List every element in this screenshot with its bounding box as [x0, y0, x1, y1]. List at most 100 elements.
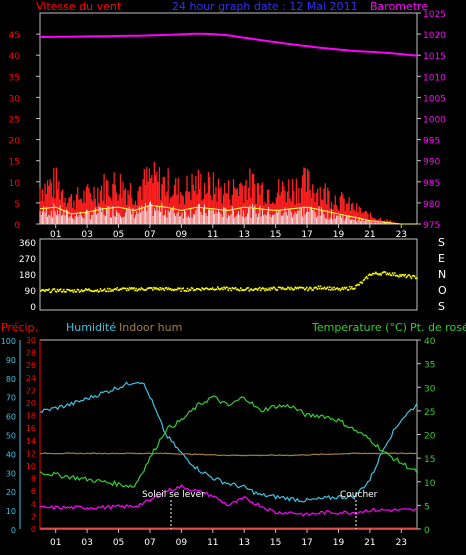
direction-point	[188, 288, 191, 291]
wind-tick-label: 15	[9, 158, 20, 168]
direction-point	[356, 284, 358, 286]
humidity-tick-label: 30	[6, 469, 16, 478]
direction-point	[320, 288, 323, 290]
direction-point	[339, 289, 342, 292]
direction-point	[202, 288, 204, 290]
hour-tick-label: 07	[144, 538, 155, 548]
direction-point	[351, 286, 353, 288]
direction-point	[248, 290, 250, 292]
wind-tick-label: 25	[9, 116, 20, 126]
direction-point	[336, 287, 338, 289]
humidity-tick-label: 40	[6, 450, 16, 459]
direction-point	[207, 288, 210, 291]
hour-tick-label: 09	[176, 230, 188, 240]
direction-point	[229, 287, 232, 290]
direction-tick-label: 360	[19, 239, 36, 249]
direction-point	[409, 276, 412, 278]
hour-tick-label: 23	[396, 230, 407, 240]
direction-point	[317, 285, 320, 288]
direction-point	[373, 272, 375, 275]
direction-point	[148, 287, 151, 289]
precip-tick-label: 4	[31, 500, 36, 509]
direction-point	[87, 289, 89, 291]
direction-point	[125, 289, 128, 292]
direction-point	[399, 274, 401, 276]
direction-point	[210, 288, 213, 291]
direction-point	[199, 288, 201, 291]
direction-point	[233, 287, 236, 290]
precip-tick-label: 22	[26, 386, 36, 395]
hour-tick-label: 21	[364, 538, 375, 548]
wind-tick-label: 40	[9, 52, 21, 62]
direction-tick-label: 90	[25, 287, 37, 297]
direction-point	[190, 287, 193, 289]
direction-point	[331, 287, 333, 289]
direction-point	[189, 289, 192, 291]
direction-point	[342, 288, 345, 291]
humidity-tick-label: 100	[1, 337, 16, 346]
hour-tick-label: 09	[176, 538, 188, 548]
direction-point	[415, 277, 418, 280]
wind-speed-axis: 0 5 10 15 20 25 30 35 40 45	[9, 31, 40, 231]
direction-point	[387, 273, 390, 276]
direction-point	[230, 289, 233, 292]
hour-tick-label: 03	[81, 538, 92, 548]
humidity-tick-label: 10	[6, 507, 16, 516]
direction-point	[43, 289, 45, 292]
direction-point	[175, 288, 177, 291]
direction-point	[89, 289, 91, 292]
direction-point	[377, 273, 379, 275]
barometer-line	[39, 32, 418, 57]
direction-point	[109, 288, 111, 290]
direction-point	[392, 274, 395, 276]
direction-point	[311, 289, 313, 291]
direction-point	[413, 275, 416, 278]
direction-point	[246, 287, 248, 289]
direction-point	[198, 288, 200, 290]
direction-point	[388, 272, 391, 275]
direction-point	[382, 271, 385, 274]
humidity-tick-label: 50	[6, 432, 16, 441]
direction-point	[213, 289, 216, 291]
direction-point	[157, 287, 159, 290]
direction-point	[191, 287, 194, 290]
direction-point	[50, 291, 53, 293]
precip-tick-label: 0	[31, 525, 36, 534]
direction-point	[174, 288, 176, 291]
direction-point	[361, 282, 364, 284]
barometer-tick-label: 1000	[423, 116, 446, 126]
direction-point	[365, 275, 368, 278]
direction-point	[226, 286, 229, 289]
direction-point	[256, 289, 259, 291]
direction-point	[86, 289, 88, 291]
direction-point	[319, 285, 322, 288]
direction-point	[183, 289, 186, 292]
direction-point	[138, 288, 141, 290]
direction-point	[367, 274, 370, 277]
barometer-tick-label: 980	[423, 200, 440, 210]
direction-point	[53, 288, 56, 290]
direction-point	[234, 287, 237, 289]
direction-point	[52, 288, 55, 290]
hour-tick-label: 15	[270, 538, 281, 548]
direction-point	[252, 289, 255, 292]
direction-point	[240, 287, 242, 289]
wind-tick-label: 35	[9, 73, 20, 83]
direction-point	[132, 287, 134, 290]
direction-point	[272, 286, 275, 289]
direction-point	[102, 289, 105, 291]
direction-point	[286, 287, 288, 290]
direction-point	[300, 286, 303, 289]
humidity-tick-label: 0	[11, 526, 16, 535]
direction-point	[299, 286, 302, 289]
direction-point	[99, 288, 102, 290]
direction-point	[249, 288, 252, 291]
direction-point	[403, 274, 405, 277]
direction-point	[285, 288, 287, 291]
direction-point	[325, 287, 328, 290]
direction-point	[77, 289, 80, 291]
humidity-tick-label: 60	[6, 413, 16, 422]
